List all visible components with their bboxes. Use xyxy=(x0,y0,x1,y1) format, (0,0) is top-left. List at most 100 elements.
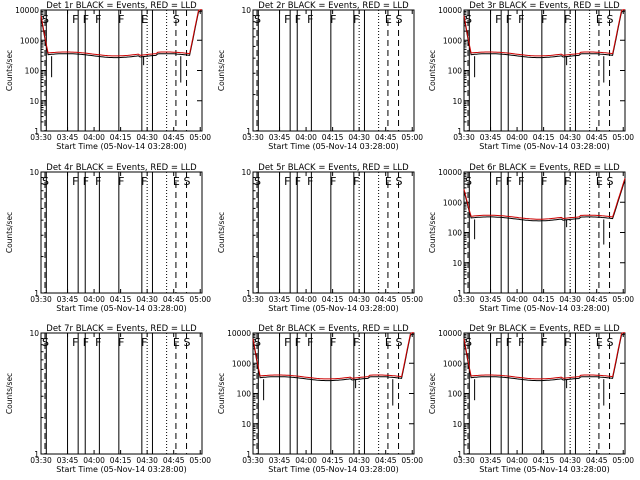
y-tick-label: 1 xyxy=(34,450,39,459)
y-tick-label: 10000 xyxy=(438,6,462,15)
flag-label: F xyxy=(495,13,501,26)
x-tick-label: 03:45 xyxy=(269,133,291,142)
flag-label: S xyxy=(396,13,403,26)
x-tick-label: 05:00 xyxy=(401,133,423,142)
y-tick-label: 10 xyxy=(241,168,251,177)
flag-label: S xyxy=(184,336,191,349)
x-tick-label: 03:30 xyxy=(453,456,475,465)
y-tick-label: 10000 xyxy=(15,6,39,15)
y-tick-label: 1000 xyxy=(443,359,462,368)
plot-frame xyxy=(252,9,415,132)
y-tick-label: 100 xyxy=(237,390,252,399)
flag-label: F xyxy=(564,336,570,349)
y-tick-label: 10 xyxy=(452,259,462,268)
x-tick-label: 03:30 xyxy=(453,295,475,304)
plot-frame xyxy=(40,9,203,132)
flag-label: S xyxy=(42,336,49,349)
x-tick-label: 03:30 xyxy=(30,456,52,465)
flag-label: F xyxy=(353,175,359,188)
flag-label: E xyxy=(173,175,180,188)
plot-frame xyxy=(40,332,203,455)
x-tick-label: 04:15 xyxy=(110,133,132,142)
y-tick-label: 1 xyxy=(246,450,251,459)
y-tick-label: 1 xyxy=(246,127,251,136)
flag-label: F xyxy=(72,13,78,26)
x-tick-label: 03:30 xyxy=(242,295,264,304)
y-tick-label: 1000 xyxy=(443,36,462,45)
x-tick-label: 03:45 xyxy=(57,295,79,304)
panel-title: Det 4r BLACK = Events, RED = LLD xyxy=(46,163,197,173)
x-axis-title: Start Time (05-Nov-14 03:28:00) xyxy=(479,142,609,151)
flag-label: S xyxy=(607,175,614,188)
x-tick-label: 05:00 xyxy=(401,456,423,465)
lld-series-line xyxy=(40,9,202,57)
panel-title: Det 5r BLACK = Events, RED = LLD xyxy=(258,163,409,173)
flag-label: S xyxy=(465,336,472,349)
x-tick-label: 04:30 xyxy=(348,133,370,142)
y-tick-label: 100 xyxy=(448,390,463,399)
x-axis-title: Start Time (05-Nov-14 03:28:00) xyxy=(479,465,609,474)
x-tick-label: 03:45 xyxy=(269,295,291,304)
y-tick-label: 10 xyxy=(29,329,39,338)
flag-label: F xyxy=(118,13,124,26)
flag-label: F xyxy=(284,175,290,188)
lld-series-line xyxy=(252,332,414,380)
x-tick-label: 04:00 xyxy=(506,456,528,465)
x-tick-label: 04:30 xyxy=(136,456,158,465)
x-tick-label: 04:00 xyxy=(295,456,317,465)
y-tick-label: 10000 xyxy=(438,168,462,177)
flag-label: S xyxy=(396,175,403,188)
y-tick-label: 10 xyxy=(241,420,251,429)
x-tick-label: 04:45 xyxy=(163,456,185,465)
x-axis-title: Start Time (05-Nov-14 03:28:00) xyxy=(56,304,186,313)
panel-title: Det 7r BLACK = Events, RED = LLD xyxy=(46,324,197,334)
y-tick-label: 10000 xyxy=(227,329,251,338)
y-axis-title: Counts/sec xyxy=(428,212,437,253)
y-axis-title: Counts/sec xyxy=(217,373,226,414)
y-axis-title: Counts/sec xyxy=(428,373,437,414)
x-tick-label: 04:30 xyxy=(348,295,370,304)
x-tick-label: 04:15 xyxy=(322,456,344,465)
y-tick-label: 1 xyxy=(34,289,39,298)
plot-frame xyxy=(252,171,415,294)
flag-label: F xyxy=(284,13,290,26)
flag-label: F xyxy=(95,175,101,188)
flag-label: F xyxy=(518,13,524,26)
flag-label: F xyxy=(307,175,313,188)
flag-label: F xyxy=(506,336,512,349)
flag-label: F xyxy=(541,175,547,188)
x-tick-label: 04:15 xyxy=(322,133,344,142)
x-tick-label: 04:45 xyxy=(375,133,397,142)
x-tick-label: 04:30 xyxy=(136,295,158,304)
panel-title: Det 1r BLACK = Events, RED = LLD xyxy=(46,1,197,11)
flag-label: F xyxy=(495,175,501,188)
panel-title: Det 2r BLACK = Events, RED = LLD xyxy=(258,1,409,11)
y-axis-title: Counts/sec xyxy=(5,212,14,253)
plot-frame xyxy=(463,332,626,455)
flag-label: F xyxy=(506,175,512,188)
x-axis-title: Start Time (05-Nov-14 03:28:00) xyxy=(479,304,609,313)
y-tick-label: 100 xyxy=(448,67,463,76)
panel-title: Det 9r BLACK = Events, RED = LLD xyxy=(469,324,620,334)
y-tick-label: 1 xyxy=(457,289,462,298)
y-tick-label: 1 xyxy=(457,127,462,136)
x-tick-label: 04:00 xyxy=(83,133,105,142)
flag-label: S xyxy=(396,336,403,349)
y-tick-label: 1 xyxy=(457,450,462,459)
flag-label: F xyxy=(307,13,313,26)
flag-label: E xyxy=(385,336,392,349)
x-axis-title: Start Time (05-Nov-14 03:28:00) xyxy=(268,465,398,474)
flag-label: F xyxy=(295,13,301,26)
x-tick-label: 03:45 xyxy=(480,456,502,465)
x-tick-label: 04:30 xyxy=(559,133,581,142)
x-tick-label: 03:45 xyxy=(480,133,502,142)
flag-label: F xyxy=(83,336,89,349)
y-tick-label: 100 xyxy=(25,67,40,76)
flag-label: F xyxy=(141,175,147,188)
x-tick-label: 04:00 xyxy=(506,295,528,304)
